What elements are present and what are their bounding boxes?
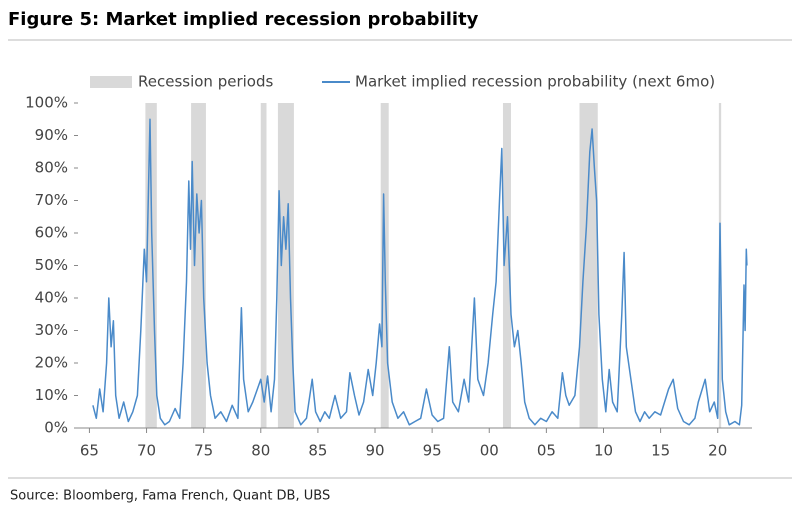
y-tick-label: 20% [35,354,68,372]
x-tick-label: 20 [708,442,727,460]
source: Source: Bloomberg, Fama French, Quant DB… [10,489,330,504]
x-tick-label: 15 [651,442,670,460]
x-tick-label: 80 [251,442,270,460]
legend-swatch [90,76,132,88]
y-tick-label: 70% [35,191,68,209]
y-tick-label: 60% [35,224,68,242]
x-tick-label: 90 [365,442,384,460]
x-tick-label: 10 [594,442,613,460]
recession-band [502,103,511,428]
y-tick-label: 80% [35,159,68,177]
x-tick-label: 85 [308,442,327,460]
y-tick-label: 40% [35,289,68,307]
recession-band [579,103,598,428]
x-tick-label: 70 [137,442,156,460]
y-tick-label: 100% [25,94,68,112]
x-tick-label: 95 [423,442,442,460]
x-tick-label: 05 [537,442,556,460]
y-tick-label: 10% [35,386,68,404]
y-tick-label: 90% [35,126,68,144]
series-line [92,118,748,426]
x-tick-label: 75 [194,442,213,460]
y-tick-label: 30% [35,321,68,339]
recession-band [191,103,206,428]
y-tick-label: 0% [44,419,68,437]
x-tick-label: 00 [480,442,499,460]
recession-band [145,103,157,428]
legend-label: Recession periods [138,73,273,91]
y-tick-label: 50% [35,256,68,274]
recession-band [260,103,267,428]
recession-band [277,103,294,428]
x-tick-label: 65 [80,442,99,460]
legend-label: Market implied recession probability (ne… [355,73,715,91]
chart-title: Figure 5: Market implied recession proba… [8,9,479,30]
